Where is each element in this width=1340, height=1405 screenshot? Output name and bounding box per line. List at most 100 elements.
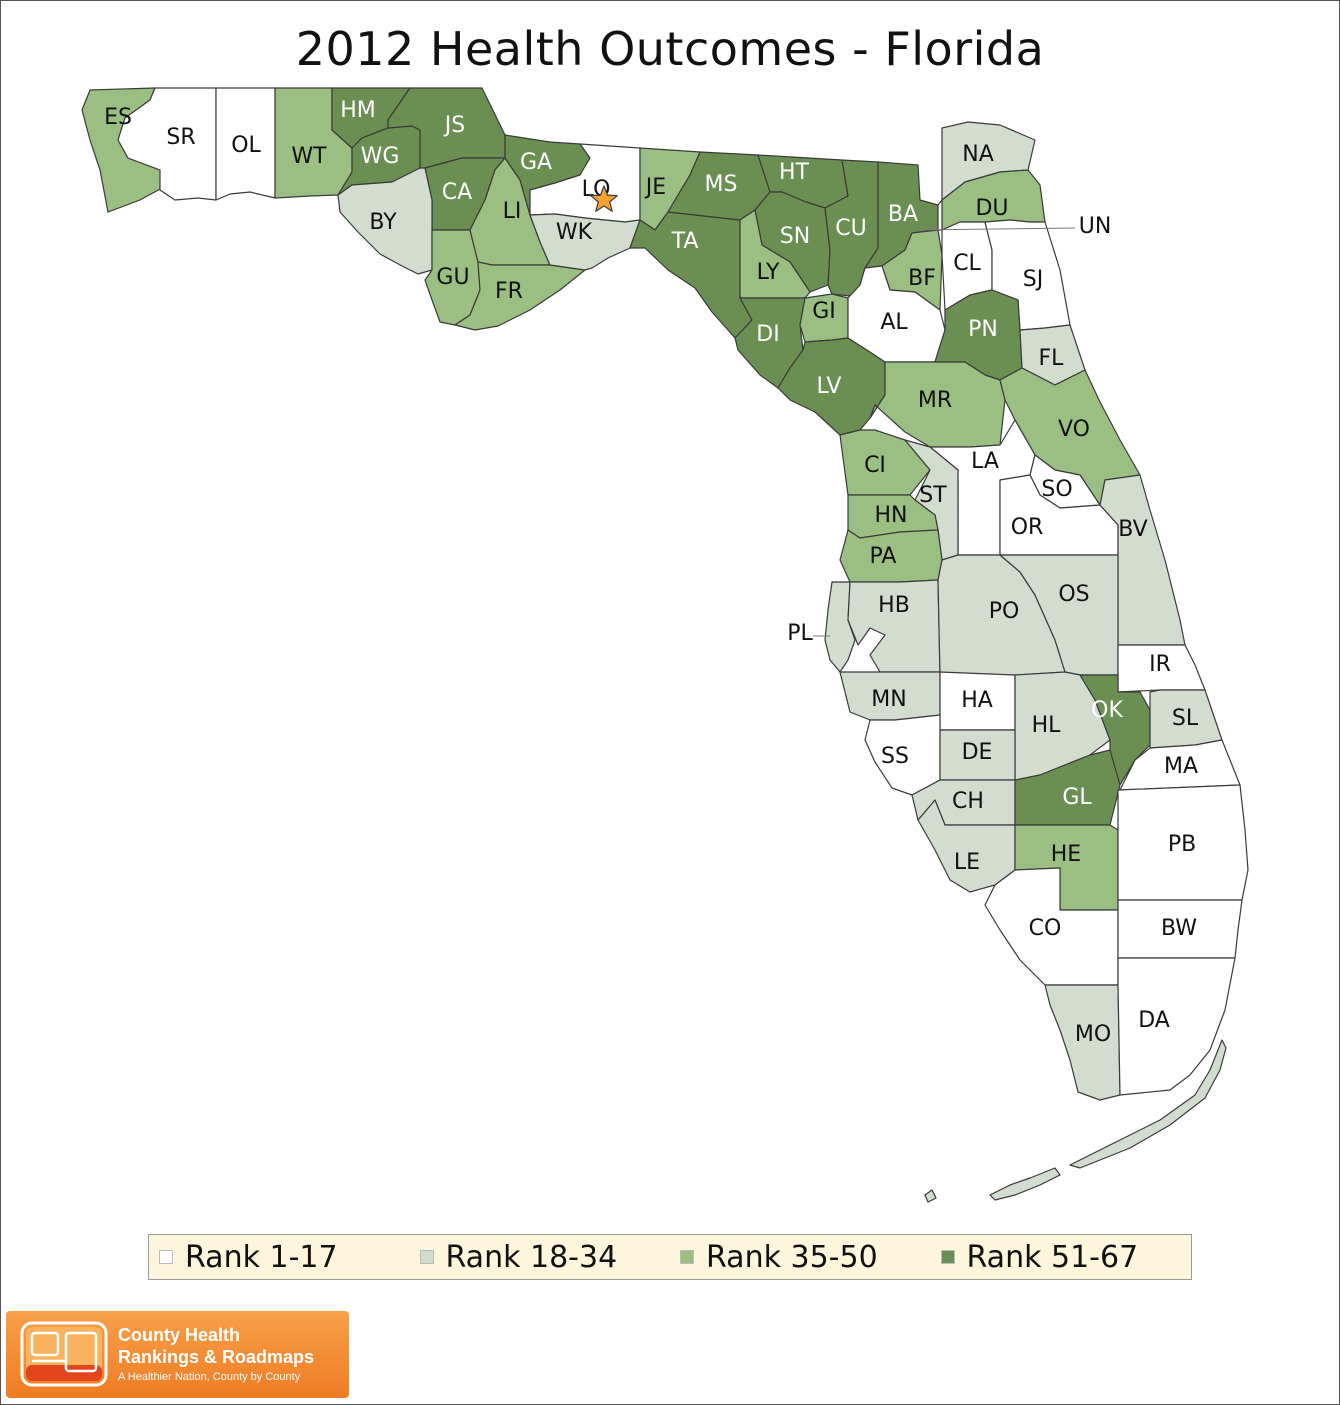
county-health-rankings-logo[interactable]: County Health Rankings & Roadmaps A Heal…: [6, 1311, 349, 1398]
county-label-pa: PA: [870, 544, 897, 569]
county-hb[interactable]: [847, 579, 941, 673]
county-label-sn: SN: [780, 224, 810, 249]
county-label-gl: GL: [1062, 785, 1092, 810]
county-label-sl: SL: [1172, 706, 1199, 731]
county-label-bv: BV: [1118, 517, 1147, 542]
county-label-so: SO: [1041, 477, 1072, 502]
legend-swatch: [419, 1250, 434, 1264]
county-label-li: LI: [503, 199, 522, 224]
county-label-wg: WG: [361, 144, 400, 169]
county-label-ok: OK: [1091, 698, 1123, 723]
county-label-cl: CL: [953, 251, 981, 276]
county-al[interactable]: [847, 265, 946, 363]
county-label-na: NA: [962, 142, 994, 167]
county-label-pl: PL: [787, 621, 813, 646]
county-label-ly: LY: [757, 260, 780, 285]
map-title: 2012 Health Outcomes - Florida: [295, 22, 1045, 76]
county-shape: [1079, 674, 1151, 786]
county-label-ba: BA: [888, 202, 918, 227]
county-label-os: OS: [1058, 582, 1089, 607]
county-label-mo: MO: [1075, 1022, 1111, 1047]
county-label-st: ST: [919, 483, 947, 508]
county-label-hn: HN: [875, 503, 908, 528]
county-label-or: OR: [1011, 515, 1044, 540]
county-label-la: LA: [971, 449, 999, 474]
county-label-hm: HM: [340, 98, 376, 123]
county-label-ht: HT: [779, 160, 810, 185]
county-label-wk: WK: [556, 220, 593, 245]
county-label-mn: MN: [871, 687, 906, 712]
legend-item-rank-51-67: Rank 51-67: [931, 1240, 1192, 1275]
county-shape: [937, 199, 943, 231]
county-label-hb: HB: [878, 593, 910, 618]
county-pb[interactable]: [1117, 784, 1249, 901]
county-label-di: DI: [756, 322, 779, 347]
county-label-du: DU: [975, 196, 1008, 221]
county-label-co: CO: [1029, 916, 1062, 941]
county-label-de: DE: [962, 740, 993, 765]
county-label-ta: TA: [671, 229, 699, 254]
county-shape: [1099, 474, 1186, 646]
county-label-ir: IR: [1149, 652, 1171, 677]
legend: Rank 1-17 Rank 18-34 Rank 35-50 Rank 51-…: [148, 1234, 1192, 1280]
legend-swatch: [680, 1250, 694, 1264]
county-bw[interactable]: [1117, 899, 1243, 959]
legend-label: Rank 18-34: [445, 1239, 618, 1275]
county-label-le: LE: [954, 850, 980, 875]
logo-tagline: A Healthier Nation, County by County: [118, 1371, 301, 1383]
county-label-bf: BF: [908, 266, 936, 291]
county-label-ca: CA: [442, 180, 472, 205]
legend-item-rank-35-50: Rank 35-50: [670, 1240, 931, 1275]
county-label-al: AL: [880, 310, 908, 335]
county-label-ol: OL: [231, 133, 261, 158]
legend-item-rank-18-34: Rank 18-34: [410, 1240, 671, 1275]
legend-swatch: [159, 1250, 173, 1264]
county-label-wt: WT: [291, 144, 327, 169]
florida-keys-shape: [989, 1167, 1061, 1201]
legend-label: Rank 51-67: [966, 1239, 1139, 1275]
florida-keys-shape: [1069, 1039, 1227, 1169]
county-wk[interactable]: [529, 213, 641, 271]
county-label-sr: SR: [166, 125, 195, 150]
county-label-hl: HL: [1032, 713, 1062, 738]
county-label-js: JS: [443, 113, 465, 138]
county-label-gu: GU: [436, 265, 469, 290]
county-label-ci: CI: [864, 453, 886, 478]
county-shape: [847, 265, 946, 363]
county-shape: [1117, 899, 1243, 959]
county-label-sj: SJ: [1023, 267, 1043, 292]
county-shape: [1117, 784, 1249, 901]
florida-keys-shape: [924, 1189, 937, 1203]
county-label-un: UN: [1079, 214, 1112, 239]
legend-label: Rank 1-17: [185, 1239, 338, 1275]
county-label-vo: VO: [1058, 417, 1090, 442]
county-label-mr: MR: [918, 388, 952, 413]
county-label-by: BY: [369, 210, 397, 235]
county-label-pb: PB: [1168, 832, 1196, 857]
county-label-ch: CH: [952, 789, 984, 814]
county-shape: [847, 579, 941, 673]
legend-label: Rank 35-50: [706, 1239, 878, 1275]
county-label-ma: MA: [1164, 754, 1198, 779]
county-label-lv: LV: [817, 374, 842, 399]
legend-swatch: [940, 1250, 955, 1264]
county-shape: [454, 261, 586, 331]
county-label-po: PO: [989, 599, 1020, 624]
logo-line-1: County Health: [118, 1325, 241, 1345]
county-label-pn: PN: [968, 317, 998, 342]
county-da[interactable]: [1117, 957, 1236, 1096]
county-label-he: HE: [1051, 842, 1081, 867]
legend-item-rank-1-17: Rank 1-17: [149, 1240, 410, 1275]
un-leader-line: [914, 227, 1076, 231]
county-fr[interactable]: [454, 261, 586, 331]
county-label-bw: BW: [1161, 916, 1197, 941]
county-label-es: ES: [104, 105, 132, 130]
county-label-ms: MS: [705, 172, 738, 197]
county-ok[interactable]: [1079, 674, 1151, 786]
county-label-fr: FR: [495, 279, 523, 304]
county-un[interactable]: [937, 199, 943, 231]
star-icon: [590, 185, 618, 212]
county-bv[interactable]: [1099, 474, 1186, 646]
county-label-je: JE: [644, 175, 666, 200]
